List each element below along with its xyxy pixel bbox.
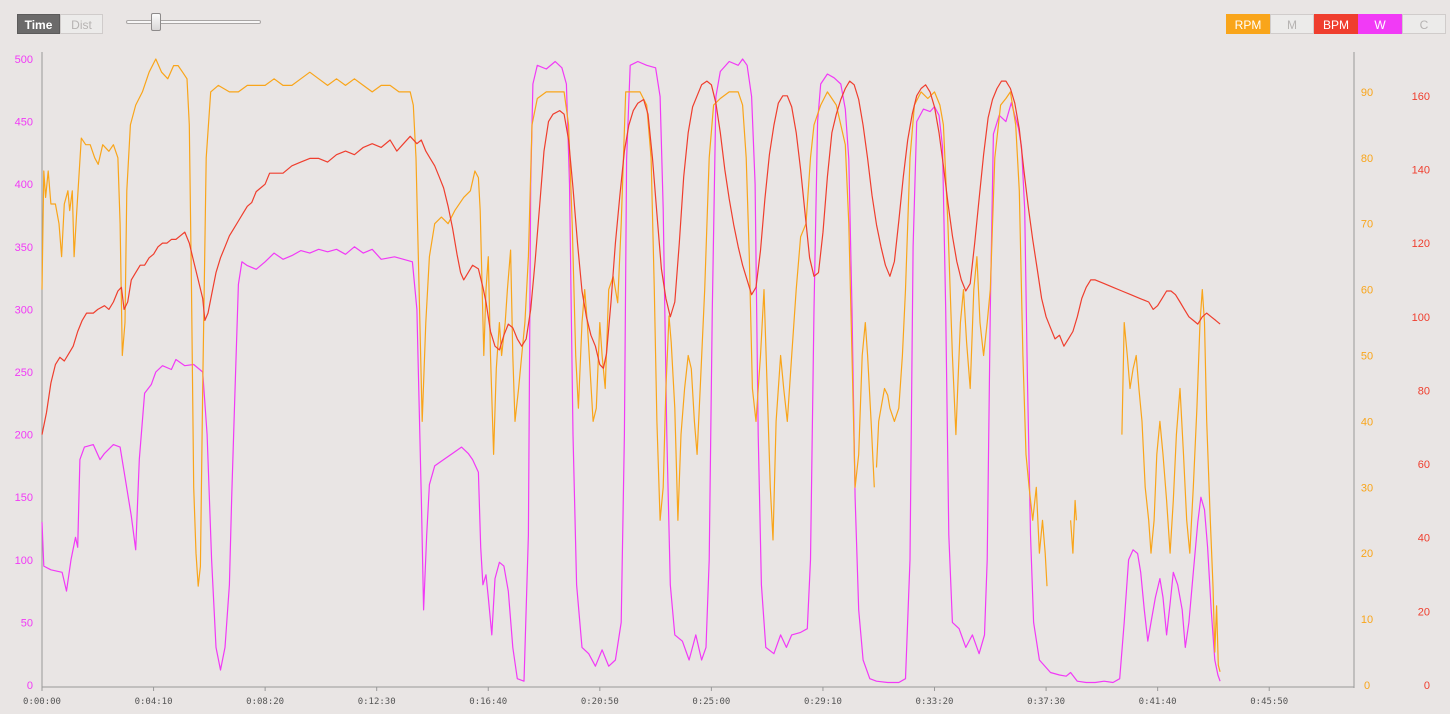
series-toggle-bpm[interactable]: BPM <box>1314 14 1358 34</box>
y-left-tick-label: 500 <box>15 54 33 66</box>
x-tick-label: 0:41:40 <box>1139 697 1177 707</box>
x-tick-label: 0:16:40 <box>469 697 507 707</box>
y-bpm-tick-label: 120 <box>1412 238 1430 250</box>
chart-axes: 0501001502002503003504004505000102030405… <box>15 52 1430 707</box>
distance-mode-button[interactable]: Dist <box>60 14 103 34</box>
series-toggle-m[interactable]: M <box>1270 14 1314 34</box>
y-rpm-tick-label: 70 <box>1361 219 1373 231</box>
y-rpm-tick-label: 90 <box>1361 87 1373 99</box>
y-rpm-tick-label: 40 <box>1361 416 1373 428</box>
x-tick-label: 0:25:00 <box>692 697 730 707</box>
x-tick-label: 0:04:10 <box>135 697 173 707</box>
y-rpm-tick-label: 0 <box>1364 680 1370 692</box>
y-left-tick-label: 350 <box>15 242 33 254</box>
x-tick-label: 0:20:50 <box>581 697 619 707</box>
series-rpm-line <box>41 58 875 587</box>
series-rpm <box>41 58 1221 672</box>
series-w <box>41 58 1221 684</box>
zoom-slider[interactable] <box>126 13 261 31</box>
y-bpm-tick-label: 160 <box>1412 91 1430 103</box>
series-w-line <box>41 58 1221 684</box>
chart-series <box>41 58 1221 684</box>
x-tick-label: 0:45:50 <box>1250 697 1288 707</box>
y-left-tick-label: 200 <box>15 430 33 442</box>
series-rpm-line <box>1070 499 1077 554</box>
y-rpm-tick-label: 30 <box>1361 482 1373 494</box>
y-left-tick-label: 400 <box>15 179 33 191</box>
series-toggle-group: RPM M BPM W C <box>1226 14 1446 34</box>
x-tick-label: 0:29:10 <box>804 697 842 707</box>
y-left-tick-label: 50 <box>21 617 33 629</box>
series-toggle-c[interactable]: C <box>1402 14 1446 34</box>
series-bpm <box>41 80 1221 435</box>
series-toggle-rpm[interactable]: RPM <box>1226 14 1270 34</box>
zoom-slider-thumb[interactable] <box>151 13 161 31</box>
axis-mode-toggle: Time Dist <box>17 14 103 34</box>
series-rpm-line <box>875 91 1048 587</box>
y-bpm-tick-label: 40 <box>1418 533 1430 545</box>
series-rpm-line <box>1121 289 1221 672</box>
y-left-tick-label: 0 <box>27 680 33 692</box>
y-rpm-tick-label: 60 <box>1361 285 1373 297</box>
y-bpm-tick-label: 100 <box>1412 312 1430 324</box>
x-tick-label: 0:12:30 <box>358 697 396 707</box>
time-mode-button[interactable]: Time <box>17 14 60 34</box>
series-toggle-w[interactable]: W <box>1358 14 1402 34</box>
y-bpm-tick-label: 20 <box>1418 606 1430 618</box>
y-rpm-tick-label: 80 <box>1361 153 1373 165</box>
y-bpm-tick-label: 80 <box>1418 385 1430 397</box>
y-left-tick-label: 300 <box>15 304 33 316</box>
x-tick-label: 0:00:00 <box>23 697 61 707</box>
x-tick-label: 0:33:20 <box>916 697 954 707</box>
y-rpm-tick-label: 10 <box>1361 614 1373 626</box>
y-left-tick-label: 250 <box>15 367 33 379</box>
y-left-tick-label: 150 <box>15 492 33 504</box>
y-rpm-tick-label: 50 <box>1361 351 1373 363</box>
y-bpm-tick-label: 0 <box>1424 680 1430 692</box>
y-bpm-tick-label: 60 <box>1418 459 1430 471</box>
zoom-slider-track[interactable] <box>126 20 261 24</box>
x-tick-label: 0:37:30 <box>1027 697 1065 707</box>
chart-toolbar: Time Dist RPM M BPM W C <box>0 0 1450 44</box>
x-tick-label: 0:08:20 <box>246 697 284 707</box>
y-left-tick-label: 450 <box>15 117 33 129</box>
y-bpm-tick-label: 140 <box>1412 164 1430 176</box>
series-bpm-line <box>41 80 1221 435</box>
y-left-tick-label: 100 <box>15 555 33 567</box>
y-rpm-tick-label: 20 <box>1361 548 1373 560</box>
